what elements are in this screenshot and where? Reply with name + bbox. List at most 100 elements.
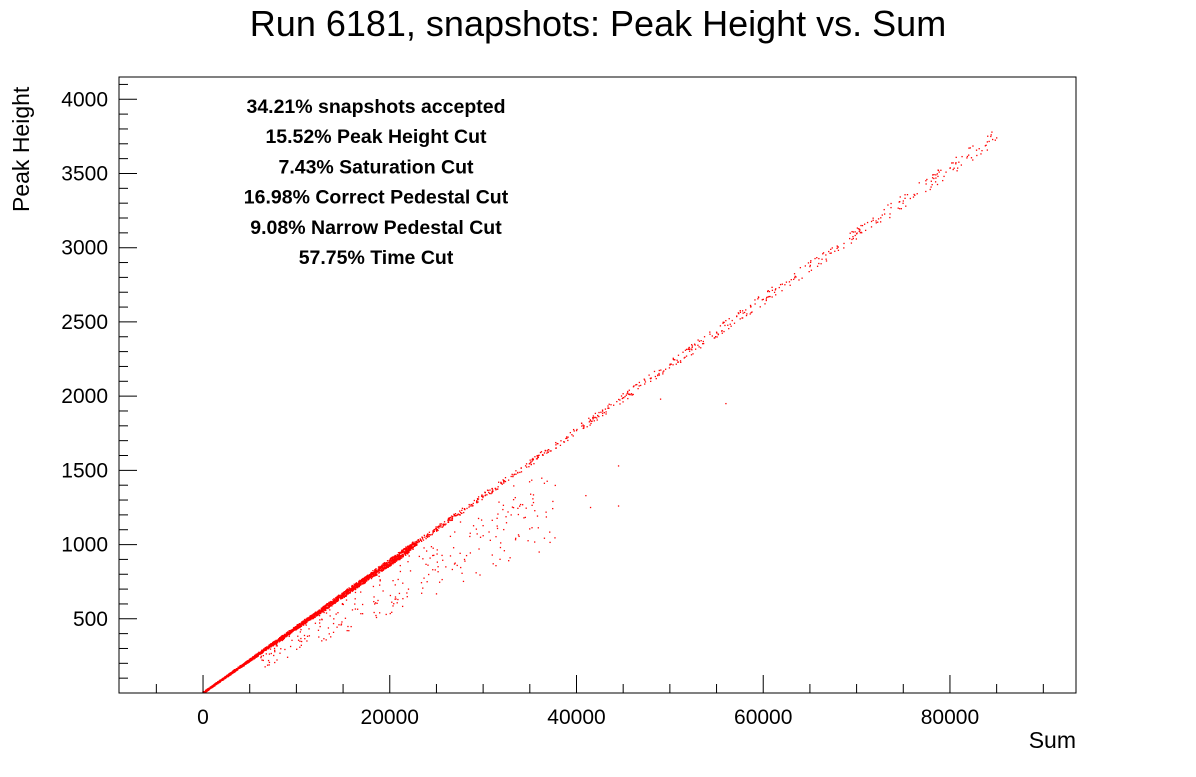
data-point <box>684 349 687 351</box>
data-point <box>688 347 690 349</box>
data-point <box>321 611 323 613</box>
data-point <box>717 333 720 335</box>
data-point <box>608 403 610 405</box>
data-point <box>337 597 340 600</box>
data-point <box>988 140 990 143</box>
data-point <box>274 661 276 664</box>
data-point <box>407 550 410 552</box>
data-point <box>622 397 624 399</box>
data-point <box>288 634 291 636</box>
data-point <box>343 593 346 596</box>
data-point <box>935 177 937 179</box>
data-point <box>257 655 259 657</box>
data-point <box>597 414 599 417</box>
data-point <box>688 348 690 351</box>
data-point <box>909 197 911 200</box>
data-point <box>403 548 406 550</box>
data-point <box>691 346 693 349</box>
data-point <box>476 533 478 535</box>
data-point <box>395 557 397 559</box>
data-point <box>319 612 322 615</box>
data-point <box>810 269 813 271</box>
data-point <box>700 340 702 342</box>
data-point <box>348 592 350 594</box>
data-point <box>468 503 470 506</box>
data-point <box>375 616 378 619</box>
data-point <box>477 498 480 500</box>
data-point <box>344 590 347 593</box>
data-point <box>405 550 407 552</box>
data-point <box>273 641 275 643</box>
data-point <box>222 677 224 680</box>
data-point <box>462 580 465 583</box>
cut-stat-line: 7.43% Saturation Cut <box>278 156 474 178</box>
data-point <box>543 482 546 484</box>
data-point <box>341 602 344 605</box>
data-point <box>728 327 730 330</box>
data-point <box>325 639 327 641</box>
data-point <box>343 592 345 595</box>
data-point <box>288 632 290 634</box>
data-point <box>677 361 679 363</box>
data-point <box>313 615 315 617</box>
data-point <box>980 153 982 155</box>
data-point <box>377 569 379 571</box>
data-point <box>389 557 392 560</box>
data-point <box>691 344 693 346</box>
data-point <box>936 183 939 186</box>
data-point <box>418 540 420 542</box>
data-point <box>369 575 371 577</box>
data-point <box>875 220 877 222</box>
data-point <box>809 261 812 264</box>
data-point <box>548 448 550 451</box>
data-point <box>405 552 408 554</box>
data-point <box>834 250 836 252</box>
data-point <box>389 558 391 561</box>
data-point <box>376 571 378 573</box>
data-point <box>737 312 739 314</box>
data-point <box>438 581 441 583</box>
data-point <box>481 498 483 501</box>
data-point <box>374 570 376 573</box>
data-point <box>407 553 409 555</box>
cut-stat-line: 34.21% snapshots accepted <box>246 96 505 118</box>
data-point <box>472 502 474 505</box>
data-point <box>264 666 266 668</box>
data-point <box>460 566 462 569</box>
data-point <box>581 425 583 427</box>
data-point <box>932 174 934 176</box>
y-axis: 500 1000 1500 2000 2500 3000 3500 4000 <box>61 83 137 679</box>
data-point <box>887 204 889 206</box>
data-point <box>441 526 444 528</box>
data-point <box>279 637 282 639</box>
data-point <box>515 470 517 472</box>
data-point <box>299 640 301 642</box>
data-point <box>326 607 328 609</box>
data-point <box>354 586 357 588</box>
data-point <box>361 613 364 615</box>
data-point <box>555 441 557 444</box>
data-point <box>355 585 358 587</box>
data-point <box>341 603 344 605</box>
data-point <box>281 636 284 638</box>
y-tick-label: 3500 <box>61 162 108 185</box>
data-point <box>388 559 391 561</box>
data-point <box>618 398 620 401</box>
data-point <box>252 656 254 658</box>
data-point <box>622 393 624 395</box>
data-point <box>525 463 528 465</box>
data-point <box>449 555 452 557</box>
data-point <box>262 659 264 662</box>
data-point <box>496 525 498 527</box>
data-point <box>499 558 501 560</box>
data-point <box>527 540 529 542</box>
data-point <box>621 397 623 400</box>
data-point <box>482 495 484 497</box>
data-point <box>653 370 656 373</box>
data-point <box>810 260 812 262</box>
data-point <box>375 574 377 576</box>
data-point <box>259 653 261 655</box>
data-point <box>549 450 551 452</box>
data-point <box>339 594 341 597</box>
data-point <box>484 491 486 494</box>
